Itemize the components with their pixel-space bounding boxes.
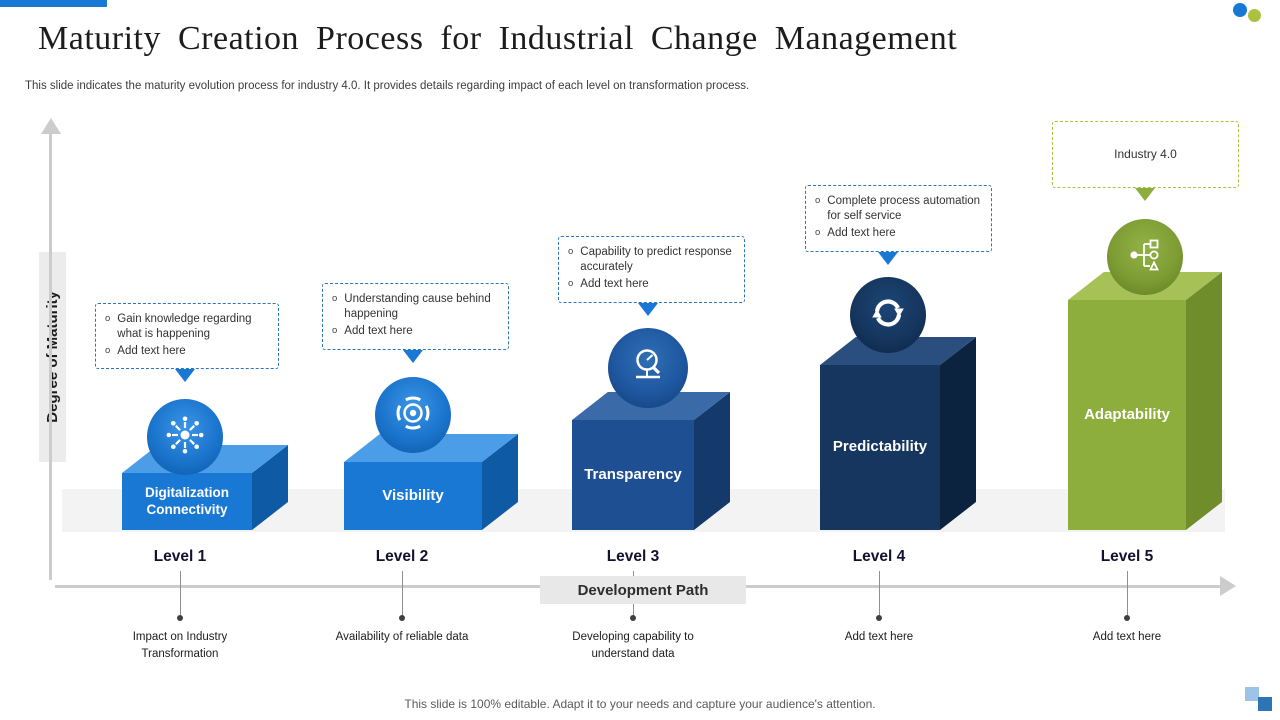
level-4-label: Level 4 — [852, 548, 906, 565]
callout-level-4: Complete process automation for self ser… — [805, 185, 992, 252]
sync-arrows-icon — [866, 291, 910, 340]
box-label: Visibility — [382, 486, 444, 504]
deco-circle-green — [1248, 9, 1261, 22]
x-axis-label-text: Development Path — [577, 581, 709, 599]
maturity-box-level-3: Transparency — [572, 420, 694, 530]
bullet-icon — [568, 277, 573, 292]
level-1-label: Level 1 — [153, 548, 207, 565]
y-axis-label: Degree of Maturity — [37, 252, 67, 462]
badge-text: Industry 4.0 — [1114, 146, 1177, 161]
slide-title: Maturity Creation Process for Industrial… — [38, 20, 958, 57]
level-5-description: Add text here — [1092, 631, 1162, 643]
box-label: Transparency — [584, 465, 682, 483]
level-2-label: Level 2 — [375, 548, 429, 565]
y-axis-label-band — [39, 252, 66, 462]
connector-line — [879, 571, 880, 618]
level-4-description: Add text here — [844, 631, 914, 643]
bullet-icon — [105, 344, 110, 359]
footer-note: This slide is 100% editable. Adapt it to… — [404, 697, 876, 711]
connector-line — [1127, 571, 1128, 618]
connector-line — [180, 571, 181, 618]
bullet-icon — [568, 245, 573, 260]
bullet-icon — [815, 226, 820, 241]
network-hub-icon — [163, 413, 207, 462]
gauge-magnifier-icon — [626, 344, 670, 393]
slide-subtitle: This slide indicates the maturity evolut… — [25, 80, 750, 92]
level-3-label: Level 3 — [606, 548, 660, 565]
x-axis-label: Development Path — [540, 576, 746, 604]
deco-square-light — [1245, 687, 1259, 701]
callout-text: Complete process automation for self ser… — [827, 195, 981, 223]
focus-scan-icon — [391, 391, 435, 440]
callout-text: Understanding cause behind happening — [344, 293, 491, 321]
connector-dot — [399, 615, 405, 621]
callout-level-1: Gain knowledge regarding what is happeni… — [95, 303, 279, 369]
y-axis-line — [49, 134, 52, 580]
level-2-icon-circle — [375, 377, 451, 453]
callout-pointer — [403, 350, 423, 363]
level-3-icon-circle — [608, 328, 688, 408]
level-1-icon-circle — [147, 399, 223, 475]
callout-pointer — [1135, 188, 1155, 201]
level-4-icon-circle — [850, 277, 926, 353]
callout-text: Add text here — [117, 345, 186, 358]
callout-text: Add text here — [344, 325, 413, 338]
y-axis-label-text: Degree of Maturity — [43, 291, 61, 423]
box-label: Adaptability — [1084, 405, 1170, 423]
box-label: Digitalization Connectivity — [145, 484, 229, 517]
callout-pointer — [878, 252, 898, 265]
connector-dot — [630, 615, 636, 621]
maturity-box-level-1: Digitalization Connectivity — [122, 473, 252, 530]
level-2-description: Availability of reliable data — [335, 631, 469, 643]
connector-line — [402, 571, 403, 618]
callout-text: Add text here — [580, 278, 649, 291]
maturity-box-level-2: Visibility — [344, 462, 482, 530]
level-3-description: Developing capability to understand data — [572, 631, 694, 660]
callout-text: Add text here — [827, 227, 896, 240]
callout-pointer — [638, 303, 658, 316]
connector-dot — [876, 615, 882, 621]
callout-pointer — [175, 369, 195, 382]
callout-text: Capability to predict response accuratel… — [580, 246, 732, 274]
connector-dot — [1124, 615, 1130, 621]
callout-level-2: Understanding cause behind happening Add… — [322, 283, 509, 350]
connector-dot — [177, 615, 183, 621]
bullet-icon — [332, 292, 337, 307]
callout-level-3: Capability to predict response accuratel… — [558, 236, 745, 303]
maturity-box-level-5: Adaptability — [1068, 300, 1186, 530]
level-5-label: Level 5 — [1100, 548, 1154, 565]
box-side-face — [1186, 271, 1222, 530]
top-accent-bar — [0, 0, 107, 7]
maturity-box-level-4: Predictability — [820, 365, 940, 530]
y-axis-arrowhead-icon — [41, 118, 61, 134]
bullet-icon — [105, 312, 110, 327]
callout-text: Gain knowledge regarding what is happeni… — [117, 313, 252, 341]
level-5-icon-circle — [1107, 219, 1183, 295]
bullet-icon — [815, 194, 820, 209]
deco-square-dark — [1258, 697, 1272, 711]
box-label: Predictability — [832, 438, 928, 456]
industry-40-badge: Industry 4.0 — [1052, 121, 1239, 188]
box-side-face — [940, 336, 976, 530]
level-1-description: Impact on Industry Transformation — [132, 631, 228, 660]
deco-circle-blue — [1233, 3, 1247, 17]
flowchart-icon — [1123, 233, 1167, 282]
x-axis-arrowhead-icon — [1220, 576, 1236, 596]
bullet-icon — [332, 324, 337, 339]
